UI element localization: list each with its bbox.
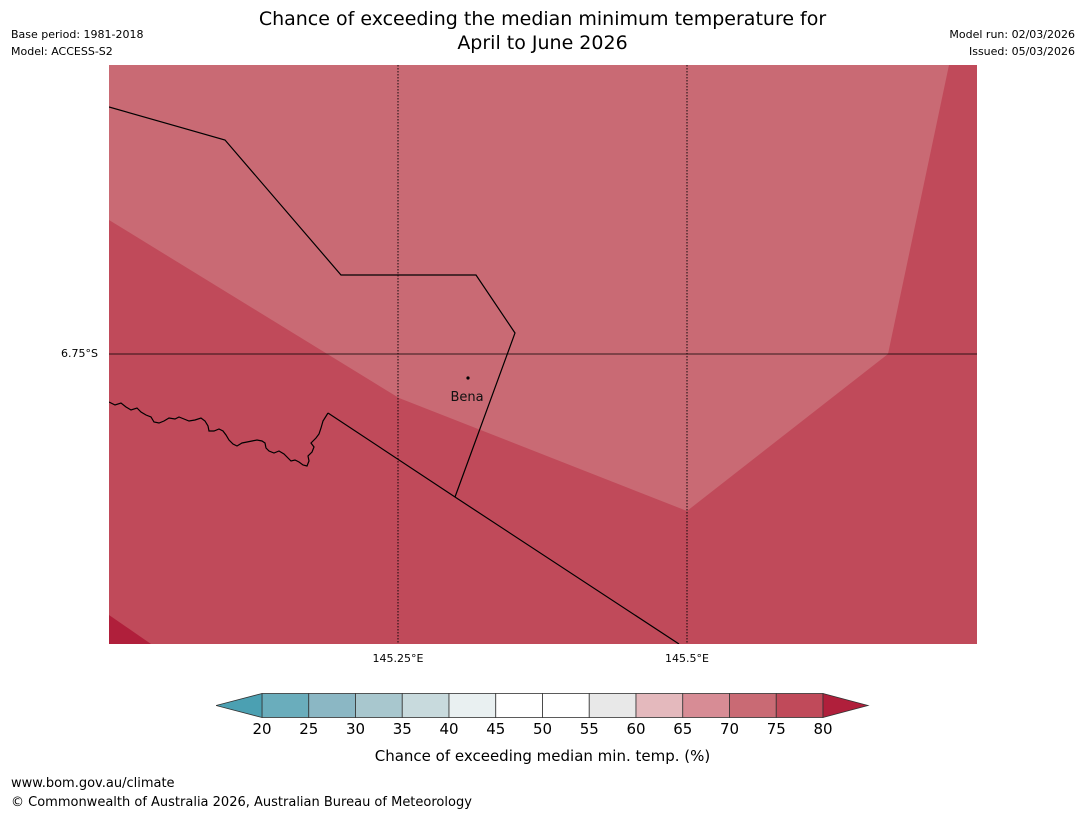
colorbar-cells xyxy=(261,693,824,718)
colorbar-tick-label: 50 xyxy=(532,720,553,738)
colorbar-tick-label: 40 xyxy=(439,720,459,738)
lat-tick-label: 6.75°S xyxy=(61,347,98,360)
colorbar-cell xyxy=(682,693,730,718)
footer-copyright: © Commonwealth of Australia 2026, Austra… xyxy=(11,795,472,810)
colorbar-cell xyxy=(588,693,637,718)
lon-tick-label-2: 145.5°E xyxy=(665,652,709,665)
colorbar-cell xyxy=(542,693,590,718)
coastline xyxy=(109,401,329,467)
colorbar-tick-label: 70 xyxy=(719,720,740,738)
colorbar-ticks: 20 25 30 35 40 45 50 55 60 65 70 75 80 xyxy=(0,720,1085,740)
colorbar-over-arrow xyxy=(822,692,870,719)
map-canvas: Bena xyxy=(109,65,977,644)
town-marker[interactable] xyxy=(466,376,470,380)
colorbar-tick-label: 80 xyxy=(813,720,833,738)
footer-url[interactable]: www.bom.gov.au/climate xyxy=(11,776,175,791)
town-label-bena: Bena xyxy=(450,390,483,405)
colorbar xyxy=(216,692,870,719)
colorbar-cell xyxy=(401,693,450,718)
colorbar-tick-label: 45 xyxy=(486,720,506,738)
colorbar-cell xyxy=(729,693,777,718)
colorbar-label: Chance of exceeding median min. temp. (%… xyxy=(374,747,711,765)
colorbar-under-arrow xyxy=(216,692,263,719)
issued-date: Issued: 05/03/2026 xyxy=(968,45,1075,58)
model-run: Model run: 02/03/2026 xyxy=(949,28,1075,41)
band-70-75 xyxy=(109,65,949,511)
base-period: Base period: 1981-2018 xyxy=(11,28,144,41)
province-boundary-south xyxy=(327,412,680,644)
colorbar-tick-label: 65 xyxy=(673,720,693,738)
title-line-1: Chance of exceeding the median minimum t… xyxy=(258,8,827,30)
colorbar-cell xyxy=(448,693,497,718)
colorbar-tick-label: 35 xyxy=(392,720,412,738)
colorbar-cell xyxy=(261,693,310,718)
colorbar-tick-label: 60 xyxy=(626,720,646,738)
colorbar-tick-label: 20 xyxy=(252,720,272,738)
colorbar-tick-label: 30 xyxy=(345,720,366,738)
title-line-2: April to June 2026 xyxy=(457,32,628,54)
lon-tick-label-1: 145.25°E xyxy=(372,652,424,665)
colorbar-cell xyxy=(495,693,543,718)
band-above-80 xyxy=(109,615,151,644)
page-title: Chance of exceeding the median minimum t… xyxy=(0,7,1085,55)
model-name: Model: ACCESS-S2 xyxy=(11,45,113,58)
colorbar-tick-label: 75 xyxy=(766,720,786,738)
colorbar-tick-label: 55 xyxy=(579,720,599,738)
colorbar-cell xyxy=(355,693,403,718)
colorbar-cell xyxy=(635,693,684,718)
forecast-map[interactable]: Bena xyxy=(109,65,977,644)
colorbar-tick-label: 25 xyxy=(299,720,319,738)
colorbar-cell xyxy=(775,693,824,718)
province-boundary xyxy=(109,106,516,498)
colorbar-cell xyxy=(308,693,356,718)
